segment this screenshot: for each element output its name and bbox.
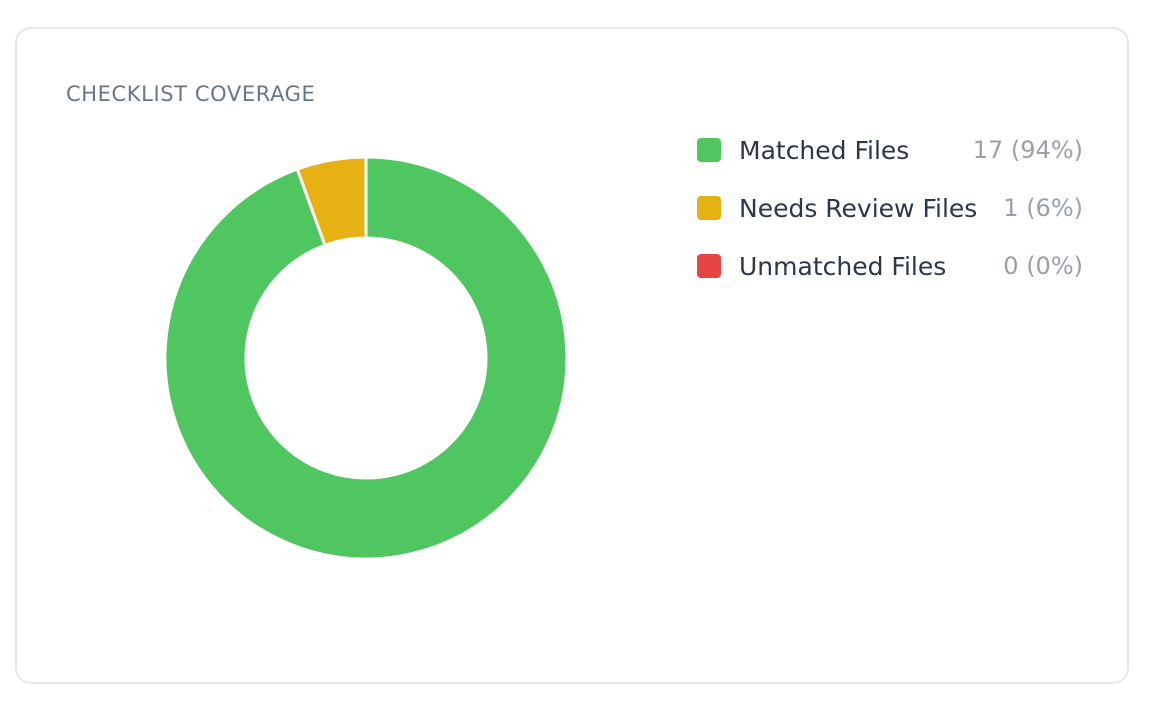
donut-slice-needs-review-files[interactable] — [295, 155, 368, 247]
chart-card: CHECKLIST COVERAGE Matched Files 17 (94%… — [15, 27, 1129, 684]
legend-label-needs-review: Needs Review Files — [739, 193, 978, 223]
legend-item-matched[interactable]: Matched Files 17 (94%) — [697, 121, 1083, 179]
donut-chart — [163, 155, 569, 561]
legend-value-unmatched: 0 (0%) — [1003, 252, 1083, 280]
legend-swatch-matched — [697, 138, 721, 162]
legend-label-unmatched: Unmatched Files — [739, 251, 947, 281]
donut-slice-matched-files[interactable] — [163, 155, 569, 561]
legend-value-needs-review: 1 (6%) — [1003, 194, 1083, 222]
legend-item-unmatched[interactable]: Unmatched Files 0 (0%) — [697, 237, 1083, 295]
legend: Matched Files 17 (94%) Needs Review File… — [697, 121, 1083, 295]
legend-swatch-needs-review — [697, 196, 721, 220]
chart-title: CHECKLIST COVERAGE — [66, 82, 316, 106]
legend-label-matched: Matched Files — [739, 135, 910, 165]
legend-value-matched: 17 (94%) — [972, 136, 1083, 164]
legend-swatch-unmatched — [697, 254, 721, 278]
legend-item-needs-review[interactable]: Needs Review Files 1 (6%) — [697, 179, 1083, 237]
